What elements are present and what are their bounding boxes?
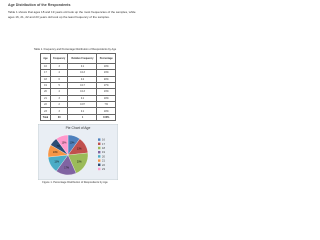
figure-caption: Figure 1. Percentage Distribution of Res… [42,181,108,184]
pie-chart: Pie Chart of Age 10% 16 13% 17 20% 18 17% 19 13%… [38,124,118,180]
legend-label: 20 [102,154,105,158]
slice-label: 10% [62,141,68,144]
slice-label: 13% [77,147,83,150]
legend-swatch [98,155,101,158]
legend-swatch [98,151,101,154]
legend-swatch [98,146,101,150]
slice-label: 13% [54,160,60,163]
legend-label: 22 [102,163,105,167]
slice-label: 20% [77,160,83,163]
slice-label: 17% [64,167,70,170]
legend-label: 16 [102,138,105,142]
slice-label: 7% [57,145,61,148]
total-cell: 30 [49,113,69,122]
legend-label: 21 [102,159,105,163]
legend-label: 19 [102,150,105,154]
legend-swatch [98,163,101,166]
legend-label: 17 [102,142,105,146]
heading: Age Distribution of the Respondents [8,3,71,7]
header-cell: Frequency [49,53,69,64]
total-cell: Total [40,113,51,122]
table-caption: Table 1. Frequency and Percentage Distri… [33,48,117,51]
legend-swatch [98,159,101,162]
header-cell: Relative Frequency [67,53,98,64]
total-row: Total 30 1 100% [40,113,116,122]
slice-label: 10% [70,141,76,144]
table-row: 16 3 0.1 10% [40,62,116,71]
chart-title: Pie Chart of Age [66,126,91,130]
total-cell: 1 [67,113,98,122]
table: Age Frequency Relative Frequency Percentage… [40,53,116,122]
legend-swatch [98,138,101,141]
legend-label: 23 [102,167,105,171]
legend-swatch [98,142,101,145]
paragraph: Table 1 shows that ages 18 and 19 years … [8,10,136,19]
legend-swatch [98,167,101,171]
slice-label: 10% [53,151,59,154]
total-cell: 100% [96,113,116,122]
header-cell: Age [40,53,51,64]
header-cell: Percentage [96,53,116,64]
legend-label: 18 [102,146,105,150]
document: Age Distribution of the Respondents Tabl… [0,0,149,198]
pie-slice [56,134,69,156]
table-row: 23 3 0.1 10% [40,107,116,115]
